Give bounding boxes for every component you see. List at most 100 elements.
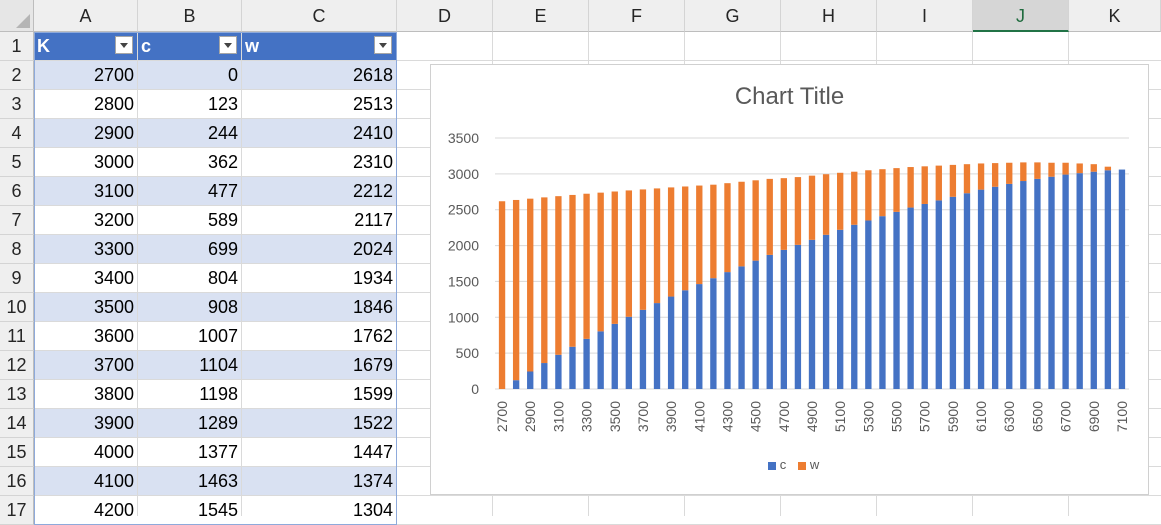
row-header-4[interactable]: 4	[0, 119, 34, 148]
row-header-2[interactable]: 2	[0, 61, 34, 90]
row-header-17[interactable]: 17	[0, 496, 34, 525]
table-cell[interactable]: 2212	[242, 177, 396, 205]
row-header-6[interactable]: 6	[0, 177, 34, 206]
table-cell[interactable]: 3500	[34, 293, 137, 321]
column-header-k[interactable]: K	[1069, 0, 1161, 32]
table-cell[interactable]: 1289	[138, 409, 241, 437]
column-header-a[interactable]: A	[34, 0, 138, 32]
column-header-h[interactable]: H	[781, 0, 877, 32]
table-cell[interactable]: 1377	[197, 442, 238, 462]
row-header-8[interactable]: 8	[0, 235, 34, 264]
table-cell[interactable]: 908	[138, 293, 241, 321]
table-cell[interactable]: 1679	[242, 351, 396, 379]
table-cell[interactable]: 1104	[138, 351, 241, 379]
row-header-16[interactable]: 16	[0, 467, 34, 496]
table-cell[interactable]: 2900	[34, 119, 137, 147]
row-header-9[interactable]: 9	[0, 264, 34, 293]
table-cell[interactable]: 1846	[242, 293, 396, 321]
table-cell[interactable]: 1463	[138, 467, 241, 495]
table-cell[interactable]: 3900	[34, 409, 137, 437]
table-cell[interactable]: 2024	[242, 235, 396, 263]
row-header-13[interactable]: 13	[0, 380, 34, 409]
column-header-e[interactable]: E	[493, 0, 589, 32]
column-header-f[interactable]: F	[589, 0, 685, 32]
table-cell[interactable]: 1198	[199, 384, 238, 404]
table-cell[interactable]: 804	[207, 268, 238, 288]
table-cell[interactable]: 4200	[93, 500, 134, 520]
column-header-g[interactable]: G	[685, 0, 781, 32]
gridline-vertical	[241, 32, 242, 516]
table-cell[interactable]: 123	[207, 94, 238, 114]
legend-label-w: w	[809, 457, 820, 472]
table-cell[interactable]: 4000	[93, 442, 134, 462]
table-cell[interactable]: 2310	[352, 152, 393, 172]
table-cell[interactable]: 1762	[352, 326, 393, 346]
table-cell[interactable]: 1304	[352, 500, 393, 520]
table-cell[interactable]: 3800	[93, 384, 134, 404]
table-cell[interactable]: 3600	[93, 326, 134, 346]
row-header-12[interactable]: 12	[0, 351, 34, 380]
table-cell[interactable]: 0	[138, 61, 241, 89]
table-cell[interactable]: 477	[138, 177, 241, 205]
table-cell[interactable]: 3000	[93, 152, 134, 172]
chart-legend[interactable]: c w	[431, 457, 1148, 472]
row-header-11[interactable]: 11	[0, 322, 34, 351]
bar-c	[752, 260, 759, 389]
table-header-cell[interactable]: c	[138, 32, 241, 60]
select-all-corner[interactable]	[0, 0, 34, 32]
table-cell[interactable]: 3100	[34, 177, 137, 205]
table-cell[interactable]: 3300	[34, 235, 137, 263]
table-cell[interactable]: 2800	[93, 94, 134, 114]
column-header-d[interactable]: D	[397, 0, 493, 32]
row-header-10[interactable]: 10	[0, 293, 34, 322]
x-tick-label: 5300	[860, 401, 876, 432]
column-header-c[interactable]: C	[242, 0, 397, 32]
table-cell[interactable]: 1934	[352, 268, 393, 288]
filter-dropdown-icon[interactable]	[374, 36, 392, 54]
table-cell[interactable]: 2700	[34, 61, 137, 89]
table-header-cell[interactable]: w	[242, 32, 396, 60]
table-cell[interactable]: 1522	[242, 409, 396, 437]
bar-c	[766, 254, 773, 389]
table-cell[interactable]: 2410	[242, 119, 396, 147]
x-tick-label: 6900	[1086, 401, 1102, 432]
row-header-5[interactable]: 5	[0, 148, 34, 177]
table-cell[interactable]: 1545	[197, 500, 238, 520]
row-header-15[interactable]: 15	[0, 438, 34, 467]
row-header-7[interactable]: 7	[0, 206, 34, 235]
table-cell[interactable]: 3200	[93, 210, 134, 230]
table-cell[interactable]: 244	[138, 119, 241, 147]
row-header-1[interactable]: 1	[0, 32, 34, 61]
x-tick-label: 6300	[1001, 401, 1017, 432]
table-header-cell[interactable]: K	[34, 32, 137, 60]
bar-c	[696, 284, 703, 389]
row-header-14[interactable]: 14	[0, 409, 34, 438]
table-cell[interactable]: 699	[138, 235, 241, 263]
chart-title[interactable]: Chart Title	[734, 83, 845, 110]
table-cell[interactable]: 589	[207, 210, 238, 230]
bar-w	[1090, 164, 1097, 172]
table-cell[interactable]: 1599	[352, 384, 393, 404]
filter-dropdown-icon[interactable]	[115, 36, 133, 54]
table-cell[interactable]: 4100	[34, 467, 137, 495]
table-cell[interactable]: 1374	[242, 467, 396, 495]
table-cell[interactable]: 1447	[352, 442, 393, 462]
bar-c	[963, 193, 971, 389]
table-cell[interactable]: 2618	[242, 61, 396, 89]
x-tick-label: 3900	[663, 401, 679, 432]
table-cell[interactable]: 2117	[354, 210, 393, 230]
table-cell[interactable]: 3400	[93, 268, 134, 288]
table-cell[interactable]: 362	[207, 152, 238, 172]
x-tick-label: 4100	[691, 401, 707, 432]
filter-dropdown-icon[interactable]	[219, 36, 237, 54]
legend-swatch-w	[797, 461, 806, 470]
table-cell[interactable]: 2513	[352, 94, 393, 114]
row-header-3[interactable]: 3	[0, 90, 34, 119]
column-header-b[interactable]: B	[138, 0, 242, 32]
chart[interactable]: Chart Title 0 500 1000 1500 2000 2500 3000 3500…	[430, 64, 1149, 495]
column-header-j[interactable]: J	[973, 0, 1069, 32]
bar-c	[541, 363, 548, 389]
column-header-i[interactable]: I	[877, 0, 973, 32]
table-cell[interactable]: 3700	[34, 351, 137, 379]
table-cell[interactable]: 1007	[197, 326, 238, 346]
